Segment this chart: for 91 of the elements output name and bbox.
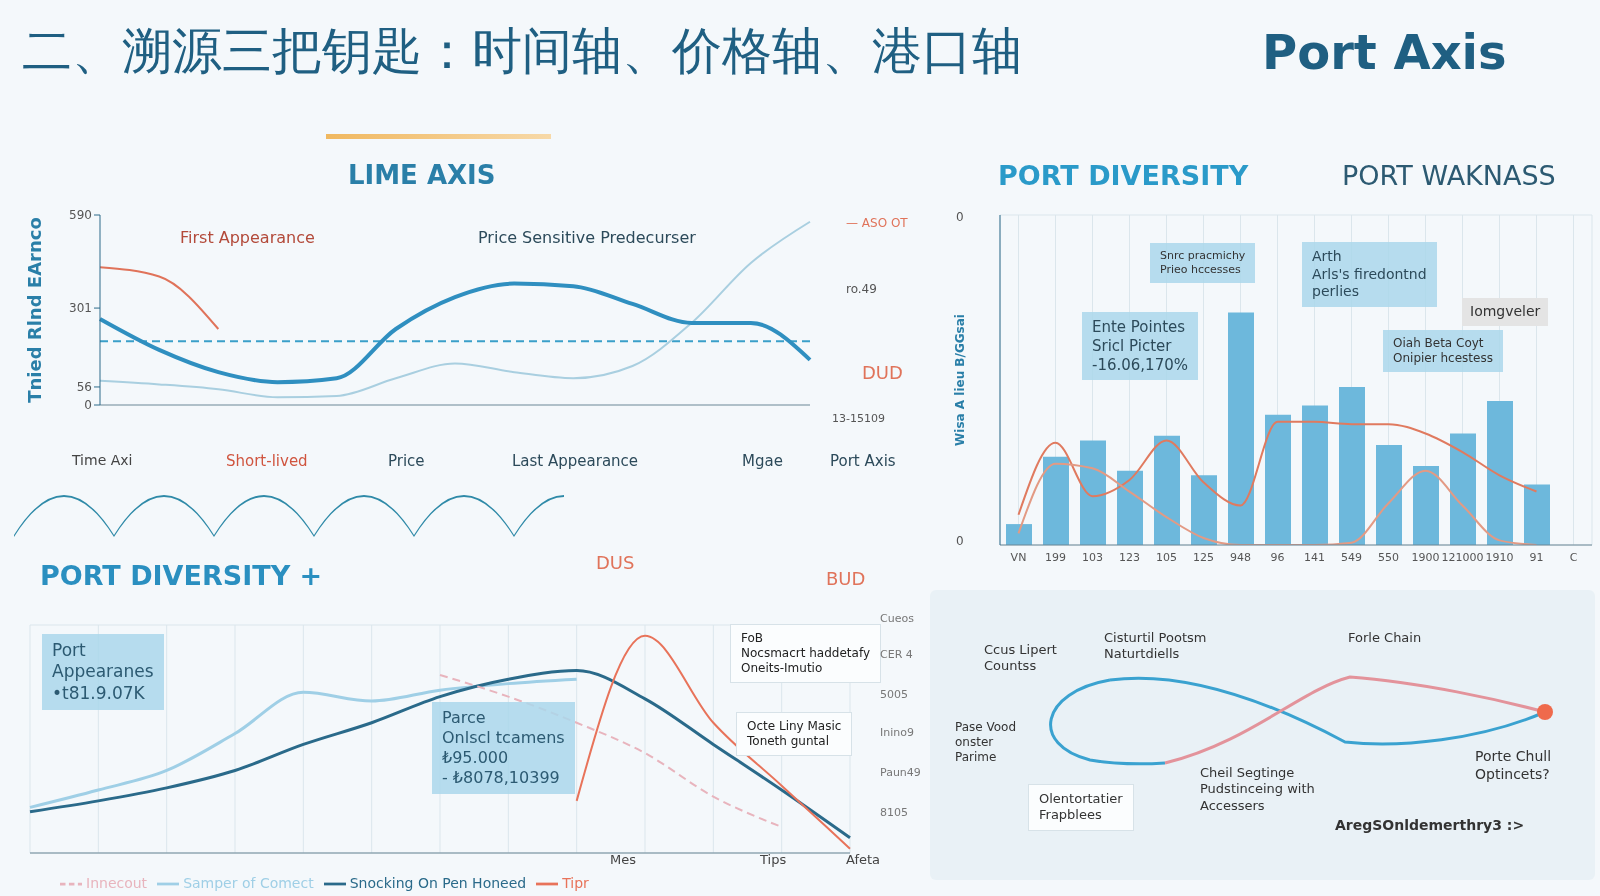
annotation: Octe Liny Masic Toneth guntal	[736, 712, 853, 756]
text: Forle Chain	[1348, 630, 1422, 647]
x-tick-label: 103	[1082, 550, 1103, 564]
text: BUD	[826, 568, 866, 591]
text: Cueos	[880, 612, 914, 626]
bar	[1080, 440, 1106, 545]
bar	[1228, 312, 1254, 545]
bar	[1376, 445, 1402, 545]
annotation: Ente Pointes Sricl Picter -16.06,170%	[1082, 312, 1199, 381]
text: Olentortatier Frapblees	[1028, 784, 1134, 831]
bar	[1339, 386, 1365, 545]
bar	[1191, 475, 1217, 545]
chart-title: PORT DIVERSITY +	[40, 560, 323, 591]
text: Port Axis	[830, 452, 896, 471]
text: 5005	[880, 688, 908, 702]
legend-label: Samper of Comect	[183, 875, 314, 891]
text: Pase Vood onster Parime	[955, 720, 1017, 765]
y-tick-label: 0	[84, 398, 92, 413]
annotation: Iomgveler	[1462, 298, 1549, 326]
chart-title: 二、溯源三把钥匙：时间轴、价格轴、港口轴	[22, 21, 1022, 82]
x-tick-label: 91	[1529, 550, 1544, 564]
x-tick-label: 96	[1270, 550, 1285, 564]
text: Short-lived	[226, 452, 308, 471]
annotation: Port Appearanes •t81.9.07K	[42, 634, 164, 710]
text: Price	[388, 452, 425, 471]
chart-subtitle: PORT WAKNASS	[1342, 160, 1556, 191]
bar	[1302, 405, 1328, 545]
x-tick-label: 549	[1341, 550, 1362, 564]
annotation: FoB Nocsmacrt haddetafy Oneits-Imutio	[730, 624, 882, 683]
x-tick-label: 199	[1045, 550, 1066, 564]
bar	[1117, 470, 1143, 545]
annotation: Oiah Beta Coyt Onipier hcestess	[1383, 330, 1503, 372]
text: Arth Arls's firedontnd perlies	[1302, 242, 1437, 307]
annotation: Parce Onlscl tcamens ₺95.000 - ₺8078,10399	[432, 702, 575, 794]
x-tick-label: VN	[1010, 550, 1027, 564]
text: Porte Chull Optincets?	[1475, 748, 1552, 783]
annotation: Price Sensitive Predecurser	[478, 228, 696, 248]
x-tick-label: 550	[1378, 550, 1399, 564]
x-tick-label: 121000	[1441, 550, 1484, 564]
y-axis-title: Tnied Rlnd EArnco	[24, 217, 46, 403]
annotation: Mes	[610, 852, 636, 869]
text: Time Axi	[72, 452, 133, 470]
legend-label: Innecout	[86, 875, 148, 891]
text: Paun49	[880, 766, 921, 780]
bar	[1006, 524, 1032, 545]
text: Cheil Segtinge Pudstinceing with Accessers	[1200, 765, 1315, 814]
text: Port Axis	[1262, 23, 1507, 82]
annotation: First Appearance	[180, 228, 315, 248]
annotation: Afeta	[846, 852, 881, 869]
x-tick-label: 948	[1230, 550, 1251, 564]
text: DUS	[596, 552, 635, 575]
text: DUD	[862, 362, 903, 385]
bar	[1524, 484, 1550, 545]
y-tick-label: 301	[69, 301, 92, 316]
text: Mgae	[742, 452, 783, 471]
text: Ccus Lipert Countss	[984, 642, 1057, 675]
bar	[1487, 400, 1513, 545]
text: 0	[956, 534, 964, 549]
line-series	[98, 281, 812, 385]
chart-title: PORT DIVERSITY	[998, 160, 1249, 191]
bar	[1413, 465, 1439, 545]
legend-label: Snocking On Pen Honeed	[349, 875, 527, 891]
text: 0	[956, 210, 964, 225]
text: — ASO OT	[846, 216, 908, 231]
text: Snrc pracmichy Prieo hccesses	[1150, 243, 1256, 283]
annotation: Tips	[760, 852, 787, 869]
text: Inino9	[880, 726, 914, 740]
text: 8105	[880, 806, 908, 820]
bar	[1450, 433, 1476, 545]
x-tick-label: 1910	[1485, 550, 1514, 564]
y-tick-label: 56	[76, 380, 92, 395]
bar	[1043, 456, 1069, 545]
text: Last Appearance	[512, 452, 639, 471]
line-series	[99, 220, 811, 399]
x-tick-label: C	[1569, 550, 1578, 564]
x-tick-label: 105	[1156, 550, 1177, 564]
x-tick-label: 125	[1193, 550, 1214, 564]
y-axis-title: Wisa A lieu B/GGsai	[953, 314, 968, 446]
bar	[1154, 435, 1180, 545]
bar	[1265, 414, 1291, 545]
legend-label: Tipr	[562, 875, 589, 891]
y-tick-label: 590	[69, 208, 92, 223]
chart-subtitle: LIME AXIS	[348, 160, 496, 190]
text: ro.49	[846, 282, 877, 297]
x-tick-label: 141	[1304, 550, 1325, 564]
text: 13-15109	[832, 412, 885, 426]
text: AregSOnldemerthry3 :>	[1335, 817, 1525, 835]
x-tick-label: 1900	[1411, 550, 1440, 564]
text: Cisturtil Pootsm Naturtdiells	[1104, 630, 1207, 663]
x-tick-label: 123	[1119, 550, 1140, 564]
text: CER 4	[880, 648, 913, 662]
